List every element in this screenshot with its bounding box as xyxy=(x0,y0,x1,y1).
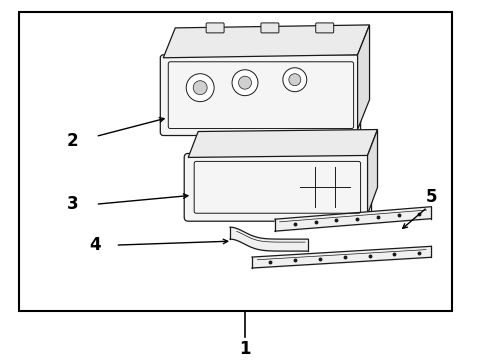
Polygon shape xyxy=(188,130,377,157)
Text: 1: 1 xyxy=(239,340,251,358)
Circle shape xyxy=(186,74,214,102)
Text: 3: 3 xyxy=(67,195,78,213)
FancyBboxPatch shape xyxy=(160,55,361,135)
FancyBboxPatch shape xyxy=(206,23,224,33)
Circle shape xyxy=(193,81,207,95)
Circle shape xyxy=(283,68,307,92)
FancyBboxPatch shape xyxy=(316,23,334,33)
Bar xyxy=(19,12,452,311)
Text: 5: 5 xyxy=(426,188,437,206)
Circle shape xyxy=(232,70,258,96)
Polygon shape xyxy=(163,25,369,58)
Text: 4: 4 xyxy=(90,236,101,254)
Polygon shape xyxy=(358,25,369,130)
Circle shape xyxy=(289,74,301,86)
Polygon shape xyxy=(368,130,377,214)
FancyBboxPatch shape xyxy=(184,153,371,221)
Text: 2: 2 xyxy=(67,132,78,150)
FancyBboxPatch shape xyxy=(261,23,279,33)
Circle shape xyxy=(239,76,251,89)
